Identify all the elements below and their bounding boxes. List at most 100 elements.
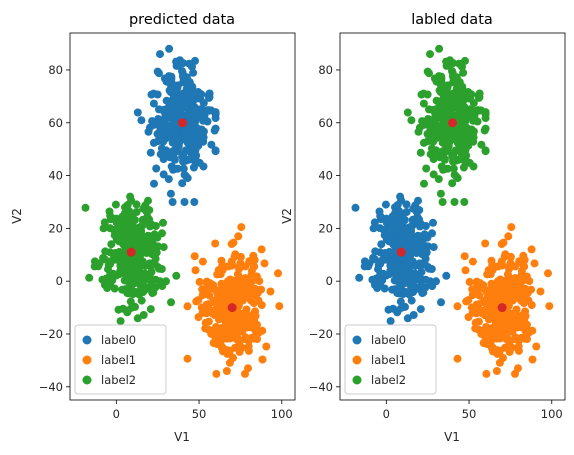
scatter-point-label2 <box>432 96 441 105</box>
scatter-point-label0 <box>166 189 175 198</box>
scatter-point-label0 <box>159 170 168 179</box>
scatter-point-label0 <box>158 106 167 114</box>
scatter-point-label1 <box>497 240 506 248</box>
legend-label-label0: label0 <box>371 333 406 347</box>
scatter-point-label2 <box>420 179 428 188</box>
scatter-point-label2 <box>114 305 123 314</box>
scatter-point-label0 <box>415 232 424 241</box>
scatter-point-label2 <box>81 203 90 212</box>
scatter-point-label0 <box>429 243 438 252</box>
scatter-point-label0 <box>432 277 440 286</box>
scatter-point-label1 <box>499 353 507 362</box>
scatter-point-label2 <box>460 198 469 206</box>
scatter-point-label1 <box>262 342 271 351</box>
scatter-point-label1 <box>258 355 267 364</box>
scatter-point-label0 <box>393 289 402 298</box>
scatter-point-label2 <box>429 170 438 179</box>
scatter-point-label0 <box>173 164 182 173</box>
scatter-point-label0 <box>179 59 188 68</box>
scatter-point-label0 <box>386 317 395 326</box>
scatter-point-label0 <box>397 267 406 276</box>
scatter-point-label0 <box>160 148 169 157</box>
scatter-point-label2 <box>436 189 445 198</box>
scatter-point-label0 <box>192 131 201 140</box>
scatter-point-label2 <box>439 94 448 103</box>
scatter-point-label1 <box>194 296 203 305</box>
y-tick-label: −40 <box>309 380 333 394</box>
scatter-point-label0 <box>409 273 418 282</box>
centroid-point <box>396 247 406 257</box>
scatter-point-label1 <box>230 252 239 261</box>
scatter-point-label0 <box>403 314 412 323</box>
scatter-point-label1 <box>225 316 234 325</box>
scatter-point-label0 <box>133 108 142 117</box>
scatter-point-label1 <box>266 287 275 296</box>
scatter-point-label1 <box>512 305 521 314</box>
scatter-point-label1 <box>234 232 243 241</box>
scatter-point-label1 <box>545 302 554 311</box>
scatter-point-label1 <box>232 279 241 287</box>
scatter-point-label1 <box>471 318 480 327</box>
scatter-point-label2 <box>481 147 490 156</box>
scatter-point-label0 <box>154 119 163 127</box>
scatter-point-label2 <box>434 175 443 184</box>
scatter-point-label2 <box>453 174 462 183</box>
scatter-point-label2 <box>440 118 449 127</box>
scatter-point-label1 <box>517 267 526 275</box>
chart-title: labled data <box>411 12 493 28</box>
legend-marker-label2 <box>352 375 362 385</box>
scatter-point-label0 <box>360 262 369 271</box>
scatter-point-label0 <box>165 44 174 53</box>
scatter-point-label2 <box>435 86 444 95</box>
scatter-point-label0 <box>188 82 197 91</box>
scatter-point-label0 <box>179 164 188 173</box>
scatter-point-label1 <box>209 308 218 317</box>
scatter-point-label0 <box>381 200 390 209</box>
y-tick-label: 80 <box>48 63 63 77</box>
scatter-point-label2 <box>454 155 463 164</box>
scatter-point-label1 <box>495 316 504 325</box>
scatter-point-label1 <box>482 295 491 304</box>
scatter-point-label1 <box>236 314 245 323</box>
scatter-point-label2 <box>466 94 475 103</box>
scatter-point-label2 <box>440 109 449 118</box>
scatter-point-label2 <box>468 137 477 146</box>
scatter-point-label2 <box>418 117 427 126</box>
scatter-point-label0 <box>405 290 414 299</box>
scatter-point-label1 <box>509 277 518 286</box>
scatter-point-label0 <box>178 72 187 81</box>
scatter-point-label0 <box>407 296 416 305</box>
scatter-point-label0 <box>153 129 162 138</box>
scatter-point-label2 <box>459 163 468 172</box>
scatter-point-label0 <box>181 131 190 140</box>
scatter-point-label2 <box>116 225 125 234</box>
scatter-point-label1 <box>239 277 248 286</box>
scatter-point-label1 <box>201 318 210 327</box>
scatter-point-label2 <box>123 289 132 298</box>
scatter-point-label1 <box>465 277 474 286</box>
scatter-point-label2 <box>85 273 94 282</box>
scatter-point-label1 <box>217 306 226 315</box>
subplot-labeled-data: labled data 0 50 100 −40 −20 0 20 40 60 80 V1 V2… <box>280 12 566 444</box>
scatter-point-label1 <box>477 329 486 338</box>
scatter-point-label1 <box>498 261 507 270</box>
scatter-point-label0 <box>412 249 421 257</box>
scatter-point-label0 <box>161 115 170 123</box>
scatter-point-label0 <box>164 175 173 184</box>
scatter-point-label1 <box>190 252 199 261</box>
scatter-point-label0 <box>409 204 418 213</box>
scatter-point-label1 <box>506 261 514 270</box>
scatter-point-label0 <box>175 136 184 145</box>
scatter-point-label2 <box>419 99 428 108</box>
scatter-point-label2 <box>430 148 439 157</box>
y-tick-label: 60 <box>48 116 63 130</box>
scatter-point-label2 <box>481 114 490 123</box>
scatter-point-label1 <box>472 277 481 286</box>
scatter-point-label2 <box>441 83 450 92</box>
scatter-point-label0 <box>168 138 177 147</box>
scatter-point-label0 <box>189 163 198 172</box>
centroid-point <box>178 118 187 128</box>
scatter-point-label0 <box>184 155 193 164</box>
scatter-point-label0 <box>351 203 360 212</box>
scatter-point-label1 <box>212 369 221 378</box>
